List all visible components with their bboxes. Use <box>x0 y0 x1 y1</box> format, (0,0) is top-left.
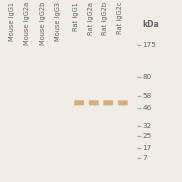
Text: 17: 17 <box>142 145 152 151</box>
Text: Mouse IgG3: Mouse IgG3 <box>55 2 61 41</box>
FancyBboxPatch shape <box>103 100 113 105</box>
FancyBboxPatch shape <box>74 100 84 105</box>
Text: Rat IgG2c: Rat IgG2c <box>117 2 123 34</box>
Text: Rat IgG2b: Rat IgG2b <box>102 2 108 35</box>
FancyBboxPatch shape <box>118 100 128 105</box>
Text: Mouse IgG2a: Mouse IgG2a <box>24 2 30 45</box>
Text: Mouse IgG2b: Mouse IgG2b <box>39 2 46 45</box>
Text: 175: 175 <box>142 42 156 48</box>
Text: 58: 58 <box>142 93 152 98</box>
Text: 32: 32 <box>142 124 152 129</box>
FancyBboxPatch shape <box>89 100 99 105</box>
Text: 80: 80 <box>142 74 152 80</box>
Text: kDa: kDa <box>142 20 159 29</box>
Text: 7: 7 <box>142 155 147 161</box>
Text: Rat IgG2a: Rat IgG2a <box>88 2 94 35</box>
Text: 46: 46 <box>142 105 152 111</box>
Text: 25: 25 <box>142 133 152 139</box>
Text: Rat IgG1: Rat IgG1 <box>73 2 79 31</box>
Text: Mouse IgG1: Mouse IgG1 <box>9 2 15 41</box>
